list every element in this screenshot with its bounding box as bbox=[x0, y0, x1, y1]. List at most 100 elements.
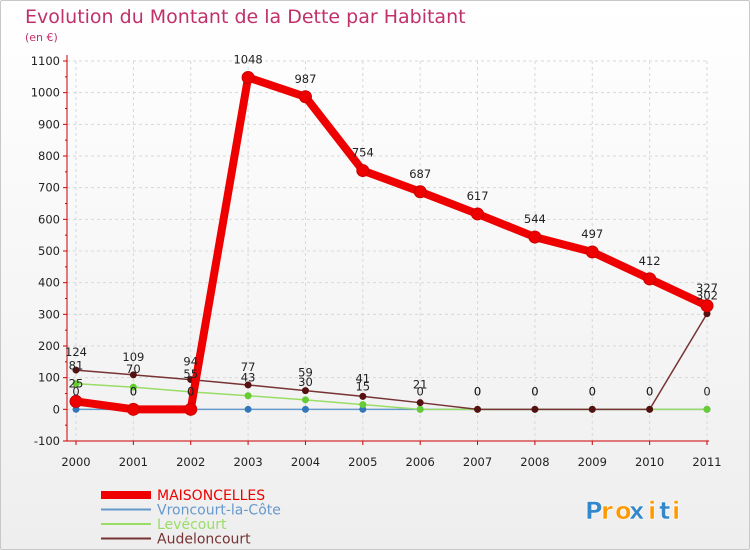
data-point bbox=[528, 230, 542, 244]
x-tick-label: 2004 bbox=[291, 455, 320, 469]
x-tick-label: 2007 bbox=[463, 455, 492, 469]
data-point bbox=[244, 405, 252, 413]
data-label: 0 bbox=[187, 384, 194, 398]
data-point bbox=[129, 383, 137, 391]
data-label: 30 bbox=[298, 375, 313, 389]
y-tick-label: 300 bbox=[38, 307, 60, 321]
x-tick-label: 2008 bbox=[520, 455, 549, 469]
data-point bbox=[244, 381, 252, 389]
data-label: 0 bbox=[417, 384, 424, 398]
data-point bbox=[359, 401, 367, 409]
series-line-0 bbox=[72, 73, 711, 414]
y-tick-label: 200 bbox=[38, 339, 60, 353]
proxiti-logo: Pr ox i t i bbox=[585, 497, 681, 526]
logo-letter: x bbox=[629, 497, 645, 525]
y-tick-label: 400 bbox=[38, 276, 60, 290]
data-label: 302 bbox=[696, 289, 718, 303]
data-point bbox=[531, 405, 539, 413]
data-point bbox=[356, 164, 370, 178]
data-point bbox=[301, 405, 309, 413]
data-point bbox=[416, 405, 424, 413]
data-point bbox=[241, 70, 255, 84]
grid bbox=[67, 60, 709, 442]
y-tick-label: 700 bbox=[38, 181, 60, 195]
data-point bbox=[129, 371, 137, 379]
legend-label-0: MAISONCELLES bbox=[157, 488, 265, 504]
data-label: 109 bbox=[122, 350, 144, 364]
data-label: 0 bbox=[589, 384, 596, 398]
y-tick-label: 500 bbox=[38, 244, 60, 258]
legend-label-1: Vroncourt-la-Côte bbox=[157, 503, 281, 519]
data-point bbox=[416, 399, 424, 407]
logo-letter: t bbox=[659, 497, 670, 525]
x-tick-label: 2000 bbox=[61, 455, 90, 469]
data-label: 59 bbox=[298, 366, 313, 380]
data-label: 0 bbox=[187, 384, 194, 398]
data-label: 21 bbox=[413, 378, 428, 392]
data-point bbox=[359, 392, 367, 400]
y-tick-label: 900 bbox=[38, 117, 60, 131]
data-point bbox=[643, 272, 657, 286]
data-label: 412 bbox=[639, 254, 661, 268]
data-point bbox=[244, 392, 252, 400]
data-point bbox=[72, 380, 80, 388]
x-tick-label: 2003 bbox=[233, 455, 262, 469]
legend-label-3: Audeloncourt bbox=[157, 532, 251, 548]
data-point bbox=[301, 396, 309, 404]
data-label: 497 bbox=[581, 227, 603, 241]
chart-subtitle: (en €) bbox=[25, 31, 58, 44]
y-axis-ticks: -100 0 100 200 300 400 500 600 700 800 900 1000 1100 bbox=[31, 54, 60, 448]
data-label: 0 bbox=[646, 384, 653, 398]
data-point bbox=[588, 405, 596, 413]
data-point bbox=[69, 394, 83, 408]
data-label: 327 bbox=[696, 281, 718, 295]
data-label: 0 bbox=[130, 384, 137, 398]
series-line-3 bbox=[75, 312, 708, 411]
data-label: 1048 bbox=[233, 52, 262, 66]
y-tick-label: 0 bbox=[53, 402, 60, 416]
x-tick-label: 2005 bbox=[348, 455, 377, 469]
chart-title: Evolution du Montant de la Dette par Hab… bbox=[25, 6, 466, 28]
x-tick-label: 2002 bbox=[176, 455, 205, 469]
data-label: 0 bbox=[531, 384, 538, 398]
data-label: 70 bbox=[126, 362, 141, 376]
y-tick-label: 1100 bbox=[31, 54, 60, 68]
data-label: 94 bbox=[183, 355, 198, 369]
data-label: 0 bbox=[130, 384, 137, 398]
logo-letter: P bbox=[585, 497, 603, 525]
data-label: 687 bbox=[409, 167, 431, 181]
data-label: 617 bbox=[467, 189, 489, 203]
data-label: 55 bbox=[183, 367, 198, 381]
data-label: 77 bbox=[241, 360, 256, 374]
data-point bbox=[184, 402, 198, 416]
data-label: 0 bbox=[646, 384, 653, 398]
x-tick-label: 2009 bbox=[578, 455, 607, 469]
data-point bbox=[413, 185, 427, 199]
data-label: 0 bbox=[474, 384, 481, 398]
x-tick-label: 2001 bbox=[119, 455, 148, 469]
legend-label-2: Levécourt bbox=[157, 517, 227, 533]
x-axis-ticks: 2000 2001 2002 2003 2004 2005 2006 2007 2008 2009… bbox=[61, 455, 721, 469]
y-tick-label: 100 bbox=[38, 371, 60, 385]
data-point bbox=[646, 405, 654, 413]
data-label: 43 bbox=[241, 371, 256, 385]
data-point bbox=[700, 299, 714, 313]
y-tick-label: 800 bbox=[38, 149, 60, 163]
y-tick-label: 600 bbox=[38, 212, 60, 226]
data-label: 0 bbox=[703, 384, 710, 398]
data-point bbox=[471, 207, 485, 221]
data-point bbox=[126, 402, 140, 416]
data-label: 0 bbox=[589, 384, 596, 398]
data-point bbox=[703, 405, 711, 413]
data-label: 754 bbox=[352, 146, 374, 160]
data-point bbox=[301, 387, 309, 395]
x-tick-label: 2006 bbox=[406, 455, 435, 469]
data-label: 987 bbox=[294, 72, 316, 86]
logo-letter: i bbox=[672, 497, 680, 525]
data-point bbox=[474, 405, 482, 413]
data-label: 81 bbox=[69, 359, 84, 373]
data-point bbox=[585, 245, 599, 259]
